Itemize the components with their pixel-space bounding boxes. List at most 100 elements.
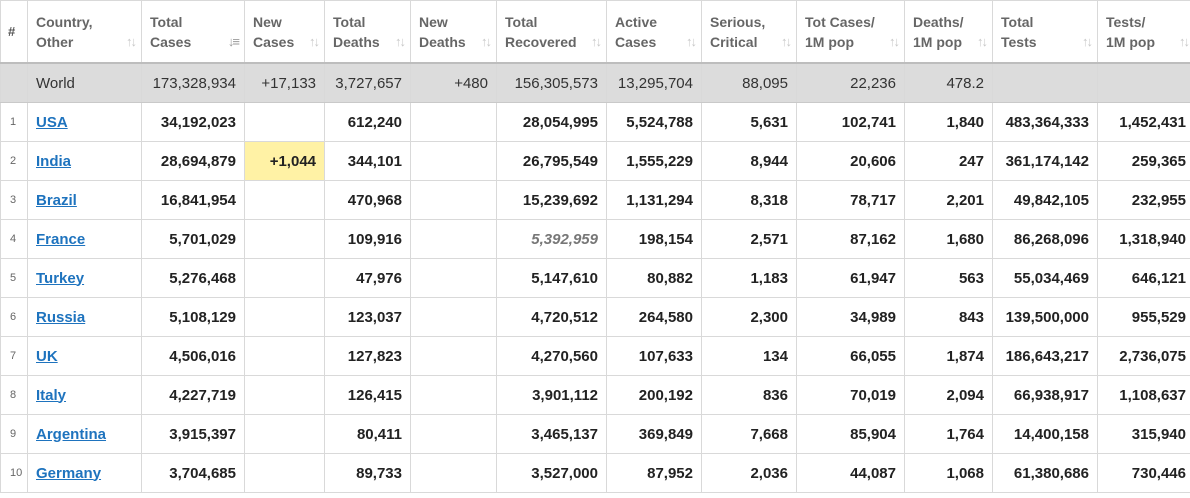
new-cases-cell — [244, 219, 325, 259]
column-header-7[interactable]: Active Cases ↑↓ — [606, 0, 702, 64]
sort-arrows-icon[interactable]: ↑↓ — [591, 34, 602, 49]
sort-arrows-icon[interactable]: ↑↓ — [481, 34, 492, 49]
country-link[interactable]: India — [36, 152, 72, 170]
sort-arrows-icon[interactable]: ↑↓ — [781, 34, 792, 49]
table-row: 6 Russia 5,108,129 123,037 4,720,512 264,580 2… — [0, 297, 1190, 337]
sort-arrows-icon[interactable]: ↑↓ — [309, 34, 320, 49]
sort-arrows-icon[interactable]: ↑↓ — [889, 34, 900, 49]
row-index: 4 — [0, 219, 28, 259]
total-deaths-cell: 470,968 — [324, 180, 411, 220]
deaths-per-1m-cell: 1,764 — [904, 414, 993, 454]
sort-arrows-icon[interactable]: ↓≡ — [227, 34, 240, 49]
new-cases-cell: +1,044 — [244, 141, 325, 181]
table-row: 7 UK 4,506,016 127,823 4,270,560 107,633 134 66… — [0, 336, 1190, 376]
column-header-5[interactable]: New Deaths ↑↓ — [410, 0, 497, 64]
new-cases-cell — [244, 258, 325, 298]
column-header-3[interactable]: New Cases ↑↓ — [244, 0, 325, 64]
total-tests-cell: 186,643,217 — [992, 336, 1098, 376]
new-cases-cell — [244, 453, 325, 493]
column-header-6[interactable]: Total Recovered ↑↓ — [496, 0, 607, 64]
country-link[interactable]: Turkey — [36, 269, 85, 287]
row-index: 10 — [0, 453, 28, 493]
total-deaths-cell: 344,101 — [324, 141, 411, 181]
header-label: Deaths/ — [913, 13, 964, 30]
column-header-12[interactable]: Tests/1M pop ↑↓ — [1097, 0, 1190, 64]
new-deaths-cell — [410, 219, 497, 259]
serious-critical-cell: 88,095 — [701, 62, 797, 103]
cases-per-1m-cell: 34,989 — [796, 297, 905, 337]
new-cases-cell: +17,133 — [244, 62, 325, 103]
country-link[interactable]: Argentina — [36, 425, 107, 443]
serious-critical-cell: 1,183 — [701, 258, 797, 298]
header-row: # Country, Other ↑↓ Total Cases ↓≡ New Cases ↑↓ To… — [0, 0, 1190, 64]
row-index — [0, 62, 28, 103]
column-header-2[interactable]: Total Cases ↓≡ — [141, 0, 245, 64]
total-tests-cell: 61,380,686 — [992, 453, 1098, 493]
column-header-11[interactable]: Total Tests ↑↓ — [992, 0, 1098, 64]
table-row: 5 Turkey 5,276,468 47,976 5,147,610 80,882 1,1… — [0, 258, 1190, 298]
deaths-per-1m-cell: 478.2 — [904, 62, 993, 103]
total-deaths-cell: 80,411 — [324, 414, 411, 454]
new-deaths-cell — [410, 375, 497, 415]
row-index: 2 — [0, 141, 28, 181]
country-link[interactable]: Brazil — [36, 191, 77, 209]
sort-arrows-icon[interactable]: ↑↓ — [686, 34, 697, 49]
row-index: 8 — [0, 375, 28, 415]
table-row: 10 Germany 3,704,685 89,733 3,527,000 87,952 2… — [0, 453, 1190, 493]
header-label: Cases — [253, 33, 295, 50]
tests-per-1m-cell: 1,108,637 — [1097, 375, 1190, 415]
sort-arrows-icon[interactable]: ↑↓ — [977, 34, 988, 49]
column-header-8[interactable]: Serious, Critical ↑↓ — [701, 0, 797, 64]
tests-per-1m-cell: 1,452,431 — [1097, 102, 1190, 142]
active-cases-cell: 87,952 — [606, 453, 702, 493]
active-cases-cell: 198,154 — [606, 219, 702, 259]
total-recovered-cell: 4,720,512 — [496, 297, 607, 337]
cases-per-1m-cell: 85,904 — [796, 414, 905, 454]
header-label: Deaths — [333, 33, 380, 50]
new-deaths-cell — [410, 102, 497, 142]
total-recovered-cell: 4,270,560 — [496, 336, 607, 376]
country-cell: Germany — [27, 453, 142, 493]
header-label: Cases — [615, 33, 657, 50]
new-cases-cell — [244, 375, 325, 415]
new-cases-cell — [244, 297, 325, 337]
sort-arrows-icon[interactable]: ↑↓ — [1179, 34, 1190, 49]
header-label: Other — [36, 33, 74, 50]
country-link[interactable]: Italy — [36, 386, 67, 404]
new-deaths-cell — [410, 414, 497, 454]
deaths-per-1m-cell: 1,840 — [904, 102, 993, 142]
country-link[interactable]: France — [36, 230, 86, 248]
total-cases-cell: 173,328,934 — [141, 62, 245, 103]
cases-per-1m-cell: 66,055 — [796, 336, 905, 376]
total-cases-cell: 4,506,016 — [141, 336, 245, 376]
total-tests-cell: 55,034,469 — [992, 258, 1098, 298]
deaths-per-1m-cell: 2,201 — [904, 180, 993, 220]
row-index: 7 — [0, 336, 28, 376]
total-deaths-cell: 3,727,657 — [324, 62, 411, 103]
column-header-4[interactable]: Total Deaths ↑↓ — [324, 0, 411, 64]
total-recovered-cell: 15,239,692 — [496, 180, 607, 220]
new-deaths-cell — [410, 453, 497, 493]
sort-arrows-icon[interactable]: ↑↓ — [1082, 34, 1093, 49]
tests-per-1m-cell: 259,365 — [1097, 141, 1190, 181]
new-deaths-cell — [410, 141, 497, 181]
country-cell: Turkey — [27, 258, 142, 298]
country-link[interactable]: Russia — [36, 308, 86, 326]
serious-critical-cell: 836 — [701, 375, 797, 415]
header-label: Total — [333, 13, 366, 30]
country-link[interactable]: Germany — [36, 464, 102, 482]
sort-arrows-icon[interactable]: ↑↓ — [126, 34, 137, 49]
column-header-9[interactable]: Tot Cases/1M pop ↑↓ — [796, 0, 905, 64]
total-tests-cell: 66,938,917 — [992, 375, 1098, 415]
column-header-1[interactable]: Country, Other ↑↓ — [27, 0, 142, 64]
sort-arrows-icon[interactable]: ↑↓ — [395, 34, 406, 49]
table-row: 8 Italy 4,227,719 126,415 3,901,112 200,192 83… — [0, 375, 1190, 415]
new-deaths-cell: +480 — [410, 62, 497, 103]
active-cases-cell: 80,882 — [606, 258, 702, 298]
country-link[interactable]: USA — [36, 113, 68, 131]
country-link[interactable]: UK — [36, 347, 58, 365]
total-cases-cell: 5,276,468 — [141, 258, 245, 298]
tests-per-1m-cell: 955,529 — [1097, 297, 1190, 337]
active-cases-cell: 369,849 — [606, 414, 702, 454]
column-header-10[interactable]: Deaths/1M pop ↑↓ — [904, 0, 993, 64]
